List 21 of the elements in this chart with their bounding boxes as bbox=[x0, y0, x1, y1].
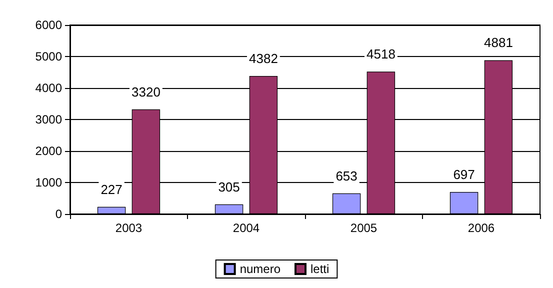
y-tick-label: 2000 bbox=[35, 144, 62, 158]
x-tick-label: 2006 bbox=[468, 221, 495, 235]
data-label: 305 bbox=[218, 179, 240, 194]
legend-label: numero bbox=[240, 262, 281, 276]
x-tick-label: 2005 bbox=[350, 221, 378, 235]
data-label: 4518 bbox=[366, 46, 396, 62]
y-tick-label: 0 bbox=[55, 207, 62, 221]
legend-label: letti bbox=[310, 262, 330, 276]
y-tick-label: 4000 bbox=[35, 81, 62, 95]
y-tick-label: 5000 bbox=[35, 50, 62, 64]
data-label: 697 bbox=[453, 167, 475, 182]
data-label: 653 bbox=[336, 168, 358, 184]
y-tick-label: 1000 bbox=[35, 176, 62, 190]
data-label: 4382 bbox=[248, 50, 278, 66]
data-label: 4881 bbox=[484, 35, 513, 50]
y-tick-label: 3000 bbox=[35, 112, 62, 126]
x-tick-label: 2003 bbox=[115, 221, 142, 235]
data-label: 3320 bbox=[131, 84, 160, 100]
y-tick-label: 6000 bbox=[35, 18, 62, 32]
data-label: 227 bbox=[100, 182, 122, 197]
x-tick-label: 2004 bbox=[232, 221, 260, 235]
